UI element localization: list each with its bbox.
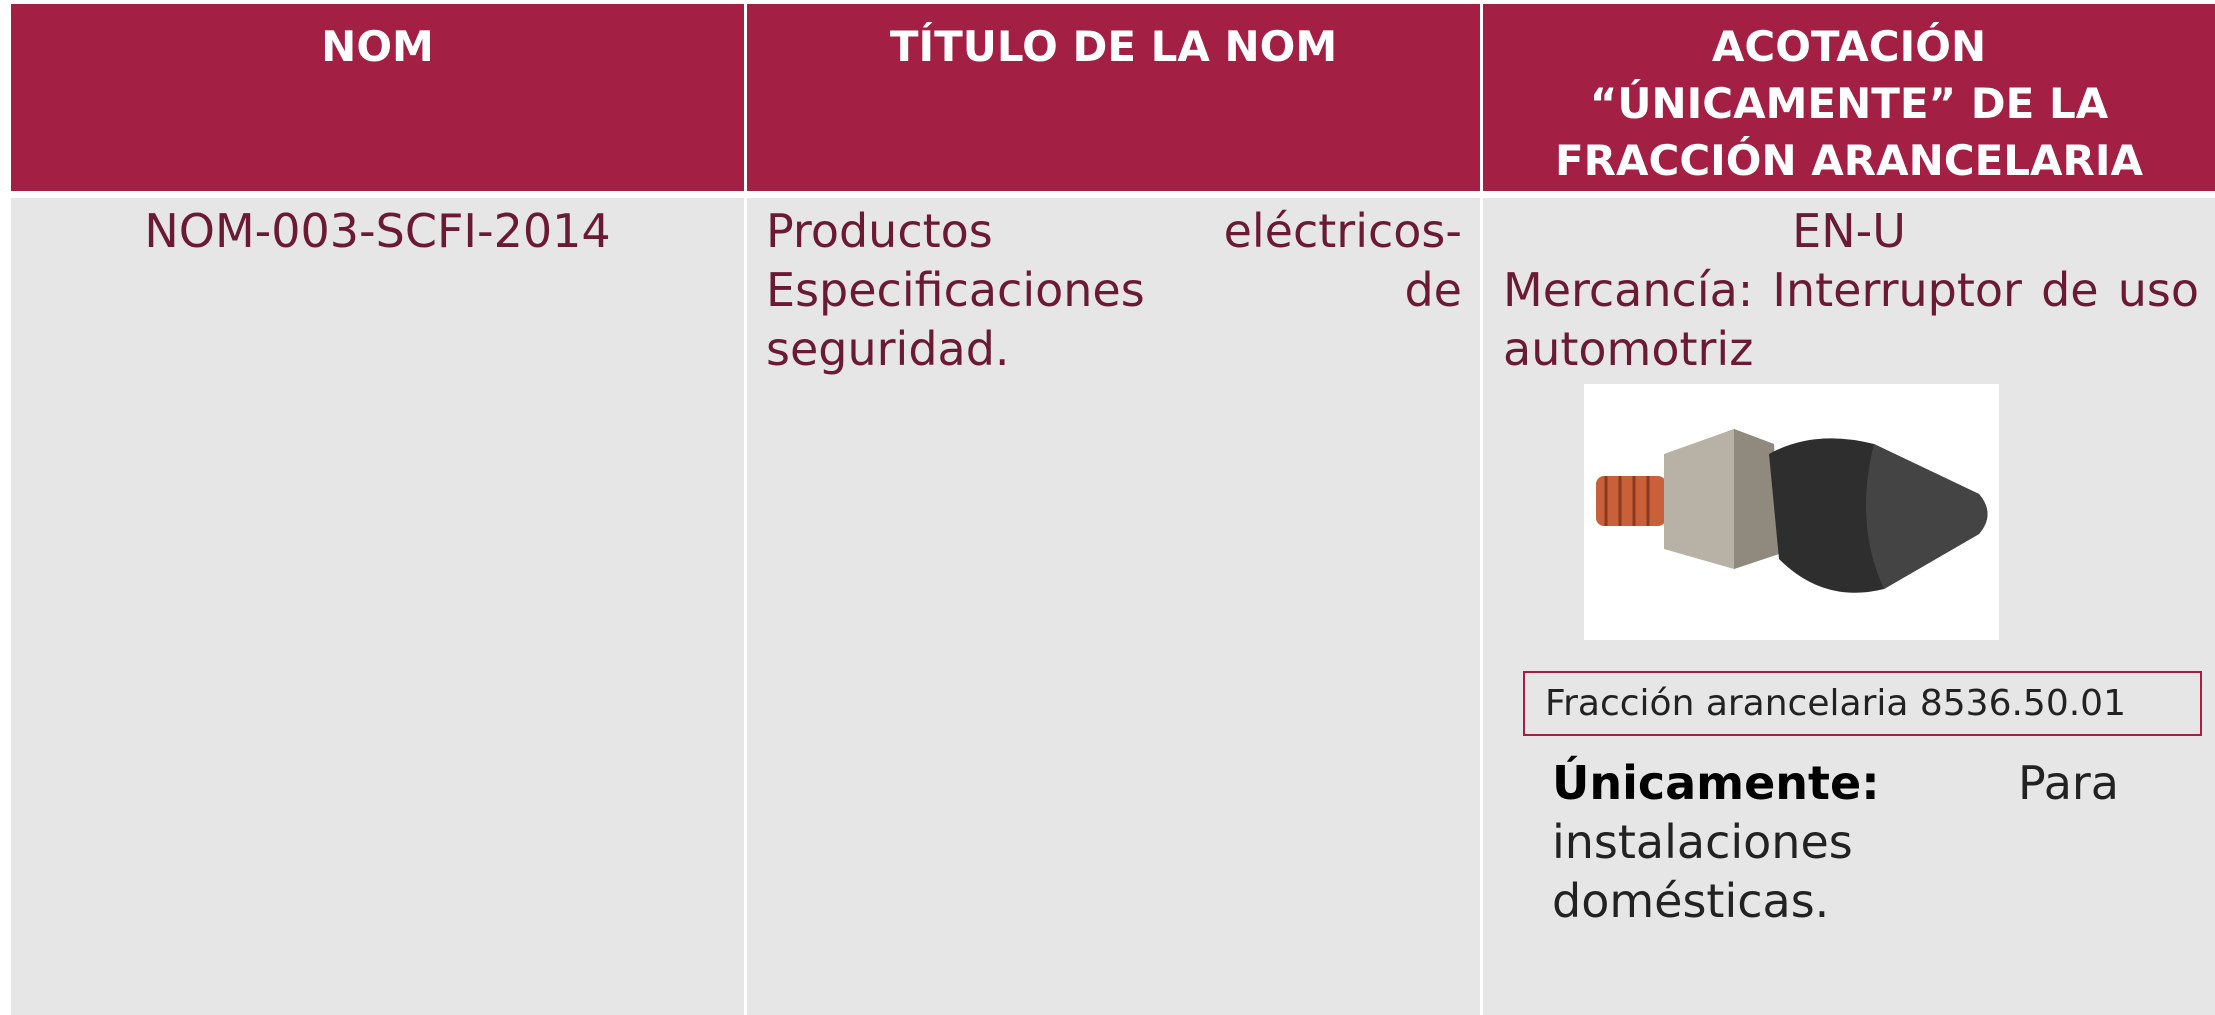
body-cell: EN-U Mercancía: Interruptor de uso autom… [1483,198,2215,1015]
body-cell: Productos eléctricos-Especificaciones de… [747,198,1480,1015]
only-note: Únicamente: Para instalaciones doméstica… [1552,754,2119,931]
only-label: Únicamente: [1552,756,1880,810]
header-line: “ÚNICAMENTE” DE LA [1589,79,2109,128]
header-text: TÍTULO DE LA NOM [889,22,1338,71]
header-line: FRACCIÓN ARANCELARIA [1554,136,2144,185]
header-cell: TÍTULO DE LA NOM [747,4,1480,191]
nom-title: Productos eléctricos-Especificaciones de… [766,204,1462,376]
code: EN-U [1792,204,1906,258]
header-text: NOM [321,22,434,71]
product-image [1584,384,1999,640]
merchandise: Mercancía: Interruptor de uso automotriz [1503,263,2199,376]
tariff-box: Fracción arancelaria 8536.50.01 [1523,671,2202,736]
body-cell: NOM-003-SCFI-2014 [11,198,744,1015]
header-cell: ACOTACIÓN “ÚNICAMENTE” DE LA FRACCIÓN AR… [1483,4,2215,191]
only-text: Para instalaciones domésticas. [1552,756,2119,928]
header-line: ACOTACIÓN [1711,22,1987,71]
nom-code: NOM-003-SCFI-2014 [144,204,611,258]
header-cell: NOM [11,4,744,191]
